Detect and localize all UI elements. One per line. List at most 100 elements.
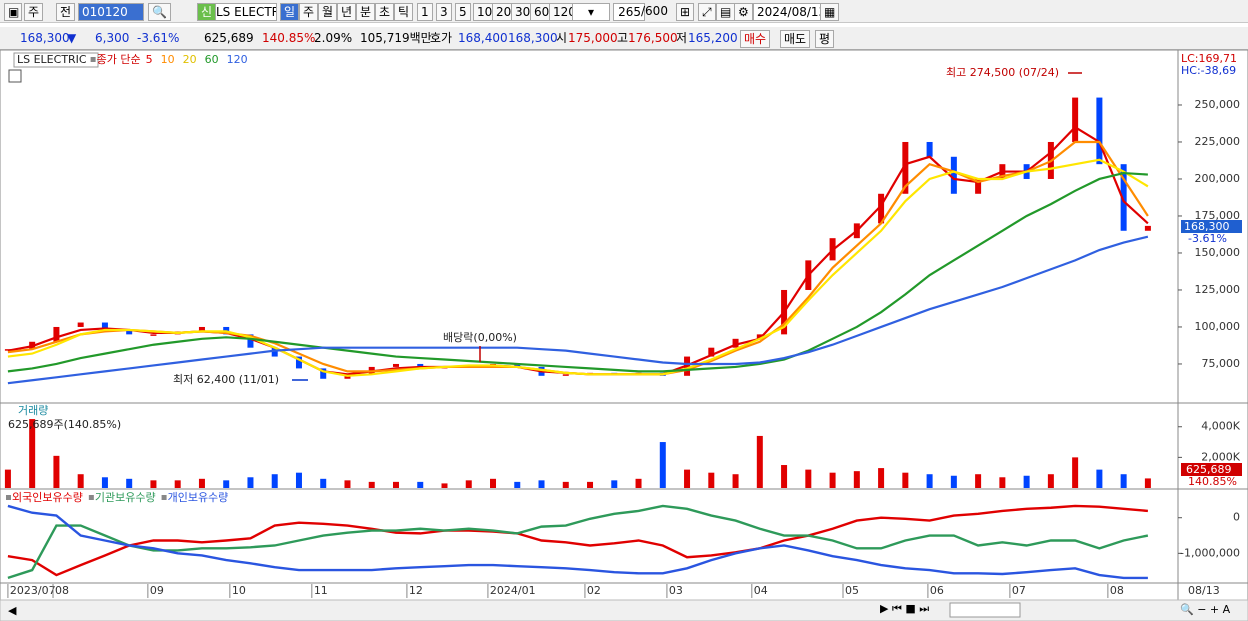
candle (150, 334, 157, 336)
price-box (1181, 220, 1242, 233)
volume-box (1181, 463, 1242, 476)
volume-bar (587, 481, 594, 488)
volume-bar (1144, 478, 1151, 488)
new-badge[interactable]: 신 (197, 3, 217, 21)
period-select[interactable]: 주 (24, 3, 44, 21)
interval-button[interactable]: 30 (511, 3, 535, 21)
interval-button[interactable]: 20 (492, 3, 516, 21)
series-line (7, 158, 1149, 377)
candle (441, 366, 448, 369)
period-day[interactable]: 일 (280, 3, 300, 21)
code-input[interactable]: 010120 (78, 3, 144, 21)
candle (587, 372, 594, 375)
buy-button[interactable]: 매수 (740, 30, 771, 48)
stock-name: LS ELECTRI (215, 3, 277, 21)
candle (53, 326, 60, 342)
candle (562, 374, 569, 376)
period-second[interactable]: 초 (375, 3, 395, 21)
candle (77, 322, 84, 327)
legend-marker (6, 495, 11, 500)
side-label: 168,300 (1184, 220, 1230, 233)
candle (1072, 97, 1079, 142)
candle (805, 260, 812, 290)
annotation: 최저 62,400 (11/01) (173, 373, 279, 386)
volume-bar (392, 481, 399, 488)
volume-bar (1072, 457, 1079, 488)
volume-bar (344, 480, 351, 488)
volume-bar (756, 435, 763, 488)
volume-bar (829, 472, 836, 488)
volume: 625,689 (204, 31, 254, 45)
candle (1047, 141, 1054, 179)
calendar-button[interactable]: ▦ (820, 3, 840, 21)
zoom-controls: 🔍 − + A (1180, 602, 1231, 616)
candle (223, 326, 230, 335)
y-tick-label: 250,000 (1195, 98, 1241, 111)
avg-button[interactable]: 평 (815, 30, 835, 48)
candle (878, 193, 885, 224)
candle (417, 363, 424, 369)
volume-bar (562, 481, 569, 488)
y-tick-label: -1,000,000 (1180, 546, 1240, 559)
period-week[interactable]: 주 (299, 3, 319, 21)
high: 176,500 (628, 31, 678, 45)
period-month[interactable]: 월 (318, 3, 338, 21)
x-tick-label: 04 (754, 584, 768, 597)
side-label: -3.61% (1188, 232, 1227, 245)
volume-bar (126, 478, 133, 488)
interval-button[interactable]: 5 (455, 3, 471, 21)
period-year[interactable]: 년 (337, 3, 357, 21)
settings-button[interactable]: ⚙ (734, 3, 753, 21)
count-input[interactable]: 265 (613, 3, 645, 21)
tool-button[interactable]: ⤢ (698, 3, 716, 21)
series-line (7, 235, 1149, 385)
volume-bar (538, 480, 545, 488)
candle (344, 374, 351, 379)
interval-select[interactable]: ▾ (572, 3, 610, 21)
save-button[interactable]: ▤ (716, 3, 736, 21)
series-line (7, 504, 1148, 577)
menu-icon[interactable]: ▣ (4, 3, 22, 21)
price: 168,300 (20, 31, 70, 45)
candle (1144, 225, 1151, 231)
candle (29, 341, 36, 350)
volume-bar (805, 469, 812, 488)
candle (247, 334, 254, 348)
high-label: 고 (617, 31, 629, 45)
sell-button[interactable]: 매도 (780, 30, 811, 48)
x-tick-label: 06 (930, 584, 944, 597)
search-button[interactable]: 🔍 (148, 3, 171, 21)
volume-bar (975, 474, 982, 488)
interval-button[interactable]: 3 (436, 3, 452, 21)
volume-bar (1047, 474, 1054, 488)
scroll-thumb (949, 602, 1021, 618)
period-minute[interactable]: 분 (356, 3, 376, 21)
volume-bar (781, 465, 788, 488)
legend-label: 종가 단순 (97, 53, 141, 66)
candle (198, 326, 205, 332)
x-tick-label: 2024/01 (490, 584, 536, 597)
candle (514, 363, 521, 367)
volume-bar (198, 478, 205, 488)
open-label: 시 (556, 31, 568, 45)
change-rate: -3.61% (137, 31, 180, 45)
candle (732, 338, 739, 348)
side-label: 625,689 (1186, 463, 1232, 476)
tool-button[interactable]: ⊞ (676, 3, 695, 21)
side-label: HC:-38,69 (1181, 64, 1236, 77)
candle (490, 363, 497, 366)
prev-button[interactable]: 전 (56, 3, 76, 21)
y-tick-label: 2,000K (1201, 450, 1240, 463)
period-tick[interactable]: 틱 (394, 3, 414, 21)
volume-bar (417, 481, 424, 488)
candle (101, 322, 108, 330)
y-tick-label: 75,000 (1202, 357, 1241, 370)
turnover: 2.09% (314, 31, 353, 45)
volume-bar (441, 483, 448, 488)
date-input[interactable]: 2024/08/13 (753, 3, 831, 21)
legend-label: 120 (227, 53, 248, 66)
bid: 168,300 (508, 31, 558, 45)
interval-button[interactable]: 1 (417, 3, 433, 21)
x-tick-label: 09 (150, 584, 164, 597)
